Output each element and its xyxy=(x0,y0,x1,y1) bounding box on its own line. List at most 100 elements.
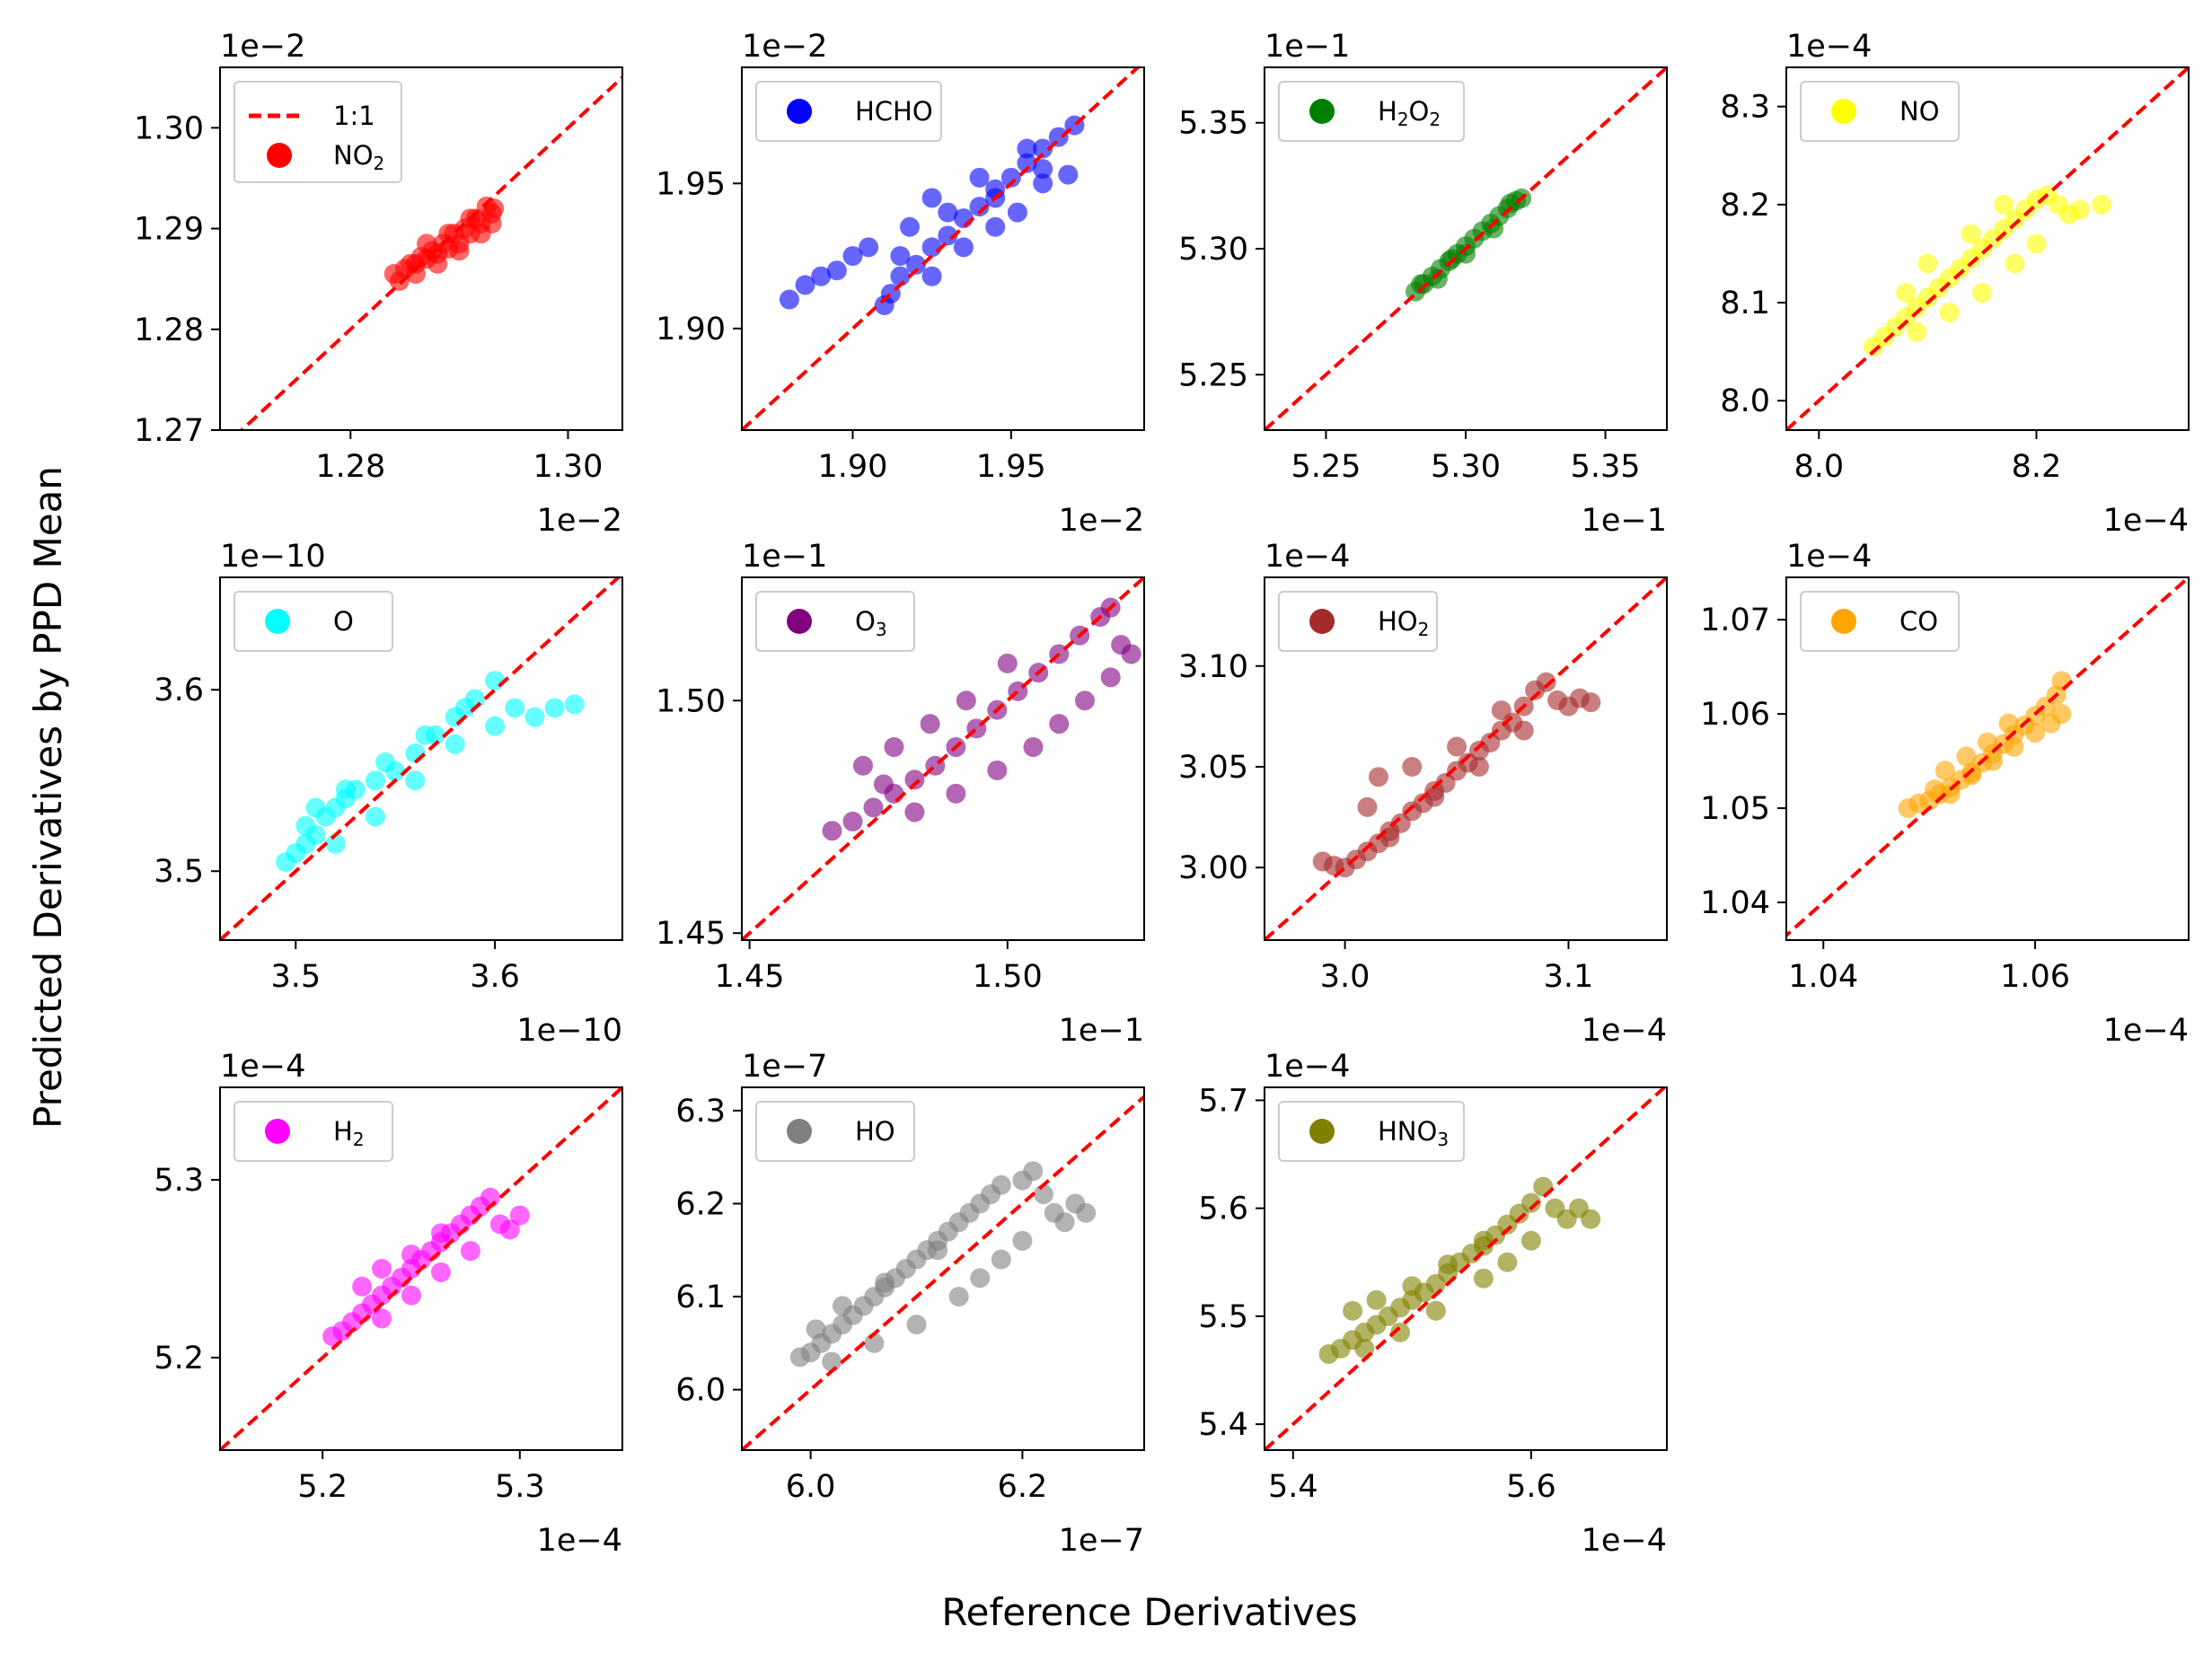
axes-frame xyxy=(219,1086,623,1451)
y-tick-label: 1.28 xyxy=(134,312,204,348)
data-point xyxy=(1971,283,1992,303)
data-point xyxy=(2025,723,2046,743)
data-point xyxy=(1012,1230,1033,1251)
data-point xyxy=(1484,218,1504,239)
data-point xyxy=(904,769,925,790)
y-tick-label: 1.45 xyxy=(656,916,726,952)
data-point xyxy=(499,1219,520,1240)
data-point xyxy=(822,821,842,841)
y-tick-label: 6.0 xyxy=(675,1373,726,1409)
data-point xyxy=(2040,713,2061,734)
legend-label: O3 xyxy=(855,606,887,640)
legend: O xyxy=(234,591,393,652)
y-tick-label: 8.0 xyxy=(1720,383,1770,419)
data-point xyxy=(953,237,974,258)
data-point xyxy=(1390,1322,1411,1342)
data-point xyxy=(1998,713,2019,734)
data-point xyxy=(1491,700,1511,721)
data-point xyxy=(795,275,815,295)
y-tick-label: 3.6 xyxy=(154,673,204,708)
data-point xyxy=(372,1259,392,1279)
subplot-3: 5.25 5.30 5.35 5.25 5.30 5.35 1e−1 1e−1 H2O2 xyxy=(1178,29,1668,539)
data-point xyxy=(920,714,940,734)
x-offset-label: 1e−1 xyxy=(1059,1013,1144,1049)
data-point xyxy=(1978,732,1997,752)
one-to-one-line xyxy=(742,67,1141,430)
data-point xyxy=(1411,274,1432,295)
data-point xyxy=(1940,784,1961,805)
x-tick-label: 5.2 xyxy=(297,1469,348,1505)
data-point xyxy=(842,811,863,831)
data-point xyxy=(352,1276,373,1297)
y-tick-label: 1.06 xyxy=(1700,697,1770,733)
data-point xyxy=(405,264,426,285)
subplot-10: 6.0 6.2 6.0 6.1 6.2 6.3 1e−7 1e−7 HO xyxy=(675,1049,1145,1559)
y-tick-label: 1.27 xyxy=(134,413,204,449)
data-point xyxy=(445,734,465,754)
legend: NO xyxy=(1800,81,1960,142)
data-point xyxy=(1520,1230,1541,1251)
y-tick-label: 3.5 xyxy=(154,854,204,890)
data-point xyxy=(1956,746,1977,767)
data-point xyxy=(1427,268,1448,289)
x-tick-label: 6.0 xyxy=(786,1469,836,1505)
x-tick-label: 1.30 xyxy=(533,449,603,485)
y-tick-label: 1.30 xyxy=(134,110,204,146)
scatter-series xyxy=(1318,1176,1601,1364)
data-point xyxy=(524,707,545,727)
x-offset-label: 1e−4 xyxy=(537,1523,622,1559)
legend-marker xyxy=(265,609,290,634)
data-point xyxy=(1049,714,1070,734)
data-point xyxy=(779,289,799,310)
data-point xyxy=(1000,167,1021,188)
subplot-7: 3.0 3.1 3.00 3.05 3.10 1e−4 1e−4 HO2 xyxy=(1178,539,1668,1049)
data-point xyxy=(375,752,396,773)
data-point xyxy=(1497,1252,1518,1272)
data-point xyxy=(2004,736,2024,757)
legend: HO2 xyxy=(1278,591,1438,652)
subplot-grid: 1.28 1.301.271.281.291.301e−21e−21:1NO21.… xyxy=(134,29,2190,1559)
x-offset-label: 1e−1 xyxy=(1582,503,1667,539)
y-tick-label: 1.50 xyxy=(656,683,726,719)
data-point xyxy=(826,260,847,281)
data-point xyxy=(1023,737,1044,758)
data-point xyxy=(1368,767,1388,787)
x-offset-label: 1e−4 xyxy=(1582,1523,1667,1559)
y-tick-label: 3.10 xyxy=(1178,649,1248,685)
y-tick-label: 3.05 xyxy=(1178,750,1248,786)
legend: HCHO xyxy=(755,81,942,142)
legend: CO xyxy=(1800,591,1960,652)
data-point xyxy=(564,694,585,715)
x-tick-label: 1.90 xyxy=(817,449,887,485)
x-tick-label: 5.30 xyxy=(1431,449,1501,485)
data-point xyxy=(890,246,911,267)
legend-marker xyxy=(787,99,812,124)
y-tick-label: 1.04 xyxy=(1700,885,1770,921)
legend-label: CO xyxy=(1899,606,1938,637)
legend: O3 xyxy=(755,591,915,652)
one-to-one-line xyxy=(742,1094,1144,1450)
y-offset-label: 1e−1 xyxy=(1265,29,1350,65)
y-tick-label: 5.4 xyxy=(1198,1407,1248,1443)
data-point xyxy=(987,760,1008,780)
data-point xyxy=(1468,756,1489,777)
one-to-one-line xyxy=(1786,67,2189,430)
subplot-4: 8.0 8.2 8.0 8.1 8.2 8.3 1e−4 1e−4 NO xyxy=(1720,29,2190,539)
y-offset-label: 1e−1 xyxy=(742,539,827,575)
data-point xyxy=(948,1287,969,1307)
legend-label: H2O2 xyxy=(1378,96,1441,130)
data-point xyxy=(997,653,1018,673)
data-point xyxy=(1017,138,1037,159)
axes-frame xyxy=(219,66,623,431)
data-point xyxy=(1513,720,1534,741)
data-point xyxy=(1939,302,1960,322)
x-tick-label: 3.1 xyxy=(1544,959,1594,995)
data-point xyxy=(401,1244,422,1265)
legend-marker xyxy=(787,609,812,634)
data-point xyxy=(430,1262,451,1282)
legend-label: HO2 xyxy=(1378,606,1429,640)
legend-label: HO xyxy=(855,1116,895,1147)
y-tick-label: 8.3 xyxy=(1720,90,1770,126)
data-point xyxy=(991,1249,1011,1270)
y-tick-label: 1.05 xyxy=(1700,791,1770,827)
